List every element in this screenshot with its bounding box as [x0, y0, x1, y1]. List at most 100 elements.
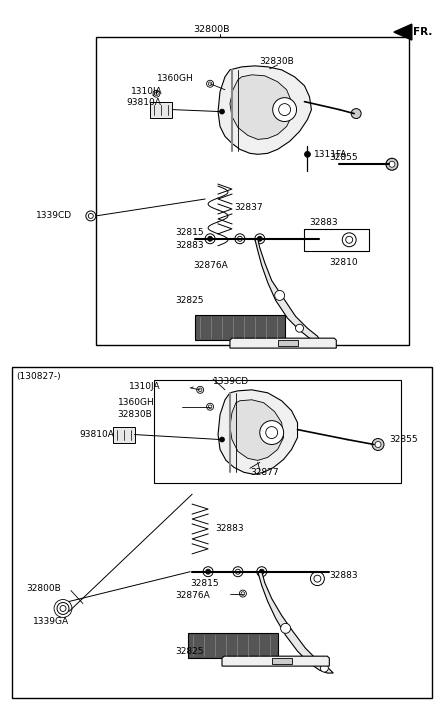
Circle shape — [206, 80, 214, 87]
Text: 32883: 32883 — [215, 524, 244, 534]
Circle shape — [206, 403, 214, 410]
Polygon shape — [258, 571, 333, 673]
Circle shape — [255, 234, 265, 244]
Text: 32883: 32883 — [329, 571, 358, 580]
Text: 1360GH: 1360GH — [118, 398, 154, 407]
Circle shape — [86, 211, 96, 221]
Polygon shape — [218, 390, 297, 474]
Text: 32810: 32810 — [329, 258, 358, 267]
Circle shape — [306, 657, 314, 665]
Bar — [96, 37, 409, 345]
Bar — [188, 633, 278, 658]
Circle shape — [233, 567, 243, 577]
Text: 1311FA: 1311FA — [314, 150, 348, 158]
Circle shape — [296, 324, 303, 332]
Circle shape — [235, 569, 240, 574]
Circle shape — [375, 441, 381, 448]
Circle shape — [208, 82, 212, 86]
Text: 32855: 32855 — [329, 153, 358, 162]
Circle shape — [310, 571, 324, 586]
Circle shape — [266, 427, 278, 438]
Circle shape — [219, 109, 224, 114]
Bar — [150, 102, 172, 118]
Circle shape — [60, 606, 66, 611]
Text: 93810A: 93810A — [79, 430, 114, 439]
Circle shape — [305, 151, 310, 157]
Text: 1310JA: 1310JA — [131, 87, 162, 96]
Circle shape — [314, 575, 321, 582]
Polygon shape — [230, 338, 336, 348]
Text: FR.: FR. — [413, 27, 432, 37]
Circle shape — [257, 236, 262, 241]
Circle shape — [273, 97, 297, 121]
Circle shape — [219, 437, 224, 442]
Text: 1310JA: 1310JA — [128, 382, 160, 391]
Text: 32825: 32825 — [175, 296, 204, 305]
Polygon shape — [394, 24, 412, 40]
Circle shape — [320, 664, 328, 672]
Text: 32800B: 32800B — [193, 25, 230, 33]
Circle shape — [389, 161, 395, 167]
Circle shape — [281, 623, 291, 633]
Bar — [154, 380, 401, 483]
Circle shape — [153, 90, 160, 97]
Bar — [195, 316, 285, 340]
Circle shape — [205, 234, 215, 244]
Text: 1339CD: 1339CD — [213, 377, 249, 386]
Text: 93810A: 93810A — [127, 98, 161, 107]
Circle shape — [258, 237, 262, 241]
Text: 32825: 32825 — [175, 647, 204, 656]
Circle shape — [155, 92, 158, 95]
Text: (130827-): (130827-) — [17, 372, 61, 382]
Circle shape — [241, 592, 245, 595]
Polygon shape — [230, 75, 293, 140]
Polygon shape — [218, 66, 311, 154]
Circle shape — [207, 236, 213, 241]
Bar — [12, 367, 432, 698]
Circle shape — [260, 421, 284, 444]
Circle shape — [372, 438, 384, 451]
Circle shape — [197, 386, 204, 393]
Circle shape — [275, 291, 285, 300]
Circle shape — [208, 237, 212, 241]
Text: 1339CD: 1339CD — [36, 212, 72, 220]
Circle shape — [208, 405, 212, 409]
Circle shape — [346, 236, 353, 244]
Circle shape — [257, 567, 267, 577]
Text: 1360GH: 1360GH — [157, 74, 194, 84]
Circle shape — [259, 569, 264, 574]
Circle shape — [386, 158, 398, 170]
Circle shape — [206, 570, 210, 574]
Circle shape — [235, 234, 245, 244]
Text: 32855: 32855 — [389, 435, 417, 444]
Circle shape — [88, 214, 93, 218]
Text: 32830B: 32830B — [118, 410, 153, 419]
Circle shape — [240, 590, 246, 597]
Text: 1339GA: 1339GA — [33, 617, 69, 626]
Bar — [272, 658, 292, 664]
Text: 32800B: 32800B — [26, 584, 61, 593]
Circle shape — [57, 603, 69, 614]
Text: 32815: 32815 — [175, 228, 204, 237]
Text: 32883: 32883 — [175, 241, 204, 250]
Circle shape — [203, 567, 213, 577]
Text: 32876A: 32876A — [193, 261, 228, 270]
Text: 32883: 32883 — [310, 218, 338, 228]
Text: 32876A: 32876A — [175, 591, 210, 600]
Circle shape — [342, 233, 356, 246]
Circle shape — [198, 388, 202, 392]
Circle shape — [279, 104, 291, 116]
Circle shape — [351, 108, 361, 119]
Text: 32815: 32815 — [190, 579, 219, 588]
Polygon shape — [222, 656, 329, 666]
Circle shape — [260, 570, 264, 574]
Polygon shape — [255, 238, 322, 342]
Text: 32877: 32877 — [250, 467, 278, 477]
Circle shape — [237, 236, 242, 241]
Text: 32830B: 32830B — [260, 57, 294, 66]
Bar — [113, 427, 135, 443]
Text: 32837: 32837 — [234, 204, 263, 212]
Bar — [278, 340, 297, 346]
Circle shape — [206, 569, 211, 574]
Polygon shape — [230, 400, 284, 460]
